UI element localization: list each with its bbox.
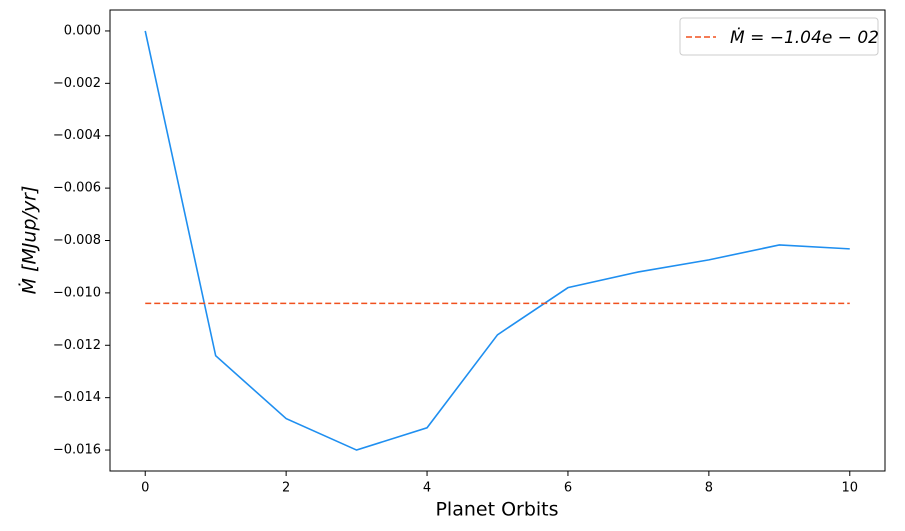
plot-frame	[109, 9, 886, 472]
y-tick-label: −0.008	[53, 233, 101, 248]
legend-label: Ṁ = −1.04e − 02	[730, 27, 879, 48]
y-tick-label: −0.002	[53, 76, 101, 91]
y-tick-label: −0.010	[53, 285, 101, 300]
y-tick-label: −0.012	[53, 338, 101, 353]
data-line	[144, 30, 850, 451]
x-tick-label: 0	[141, 481, 149, 496]
x-tick-label: 10	[841, 481, 858, 496]
y-tick-label: −0.006	[53, 181, 101, 196]
x-tick-label: 6	[564, 481, 572, 496]
x-axis-label: Planet Orbits	[435, 499, 558, 521]
y-tick-label: −0.004	[53, 128, 101, 143]
x-tick-label: 4	[423, 481, 431, 496]
legend-box	[679, 17, 879, 56]
y-tick-label: −0.014	[53, 390, 101, 405]
y-axis-label: Ṁ [MJup/yr]	[18, 186, 41, 295]
x-tick-label: 2	[282, 481, 290, 496]
y-tick-label: 0.000	[64, 23, 101, 38]
x-tick-label: 8	[705, 481, 713, 496]
y-tick-label: −0.016	[53, 443, 101, 458]
